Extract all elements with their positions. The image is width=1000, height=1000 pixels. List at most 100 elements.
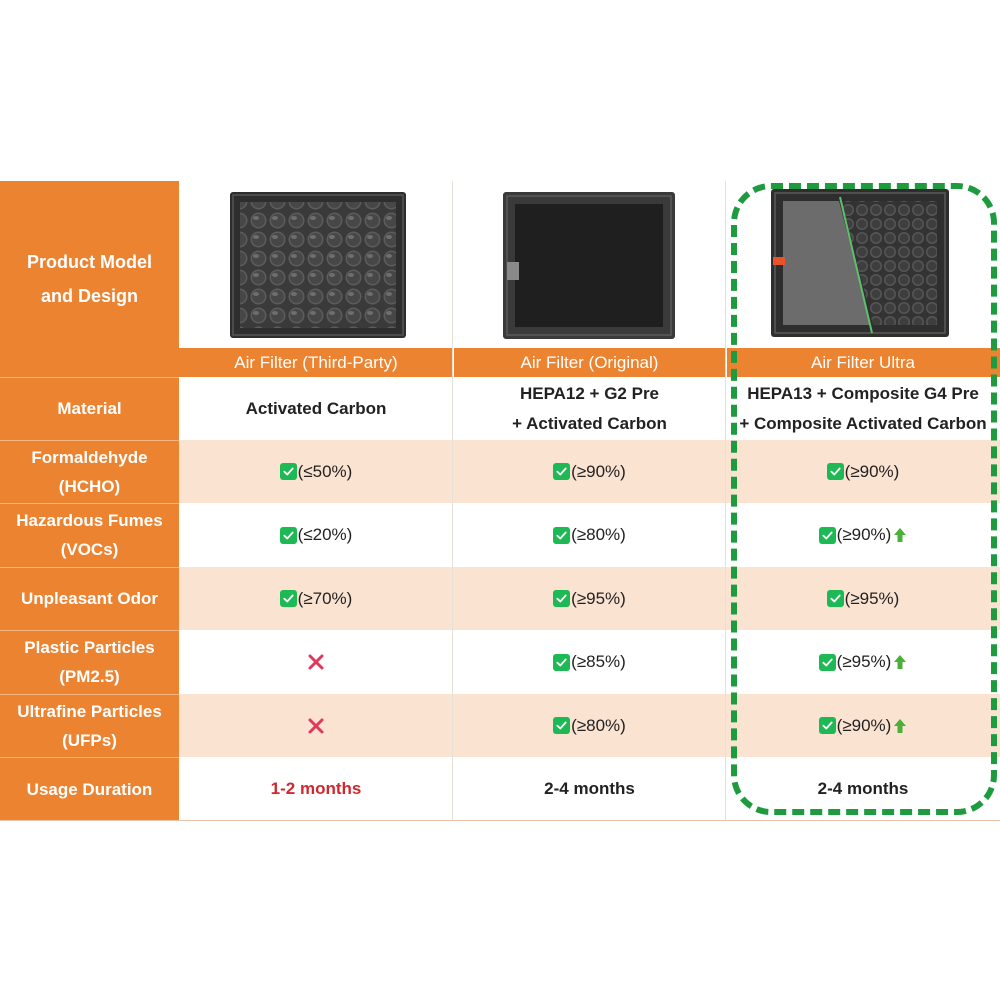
material-original: HEPA12 + G2 Pre + Activated Carbon: [453, 377, 726, 440]
check-icon: [818, 526, 836, 544]
product-image-cell-original: [453, 181, 726, 348]
row-label-plastic: Plastic Particles (PM2.5): [0, 630, 179, 694]
value-text: (≥90%): [836, 525, 892, 544]
ultrafine-ultra: (≥90%): [726, 694, 1000, 757]
value-text: (≥80%): [571, 525, 626, 544]
cross-icon: [306, 652, 326, 672]
row-label-text: Unpleasant Odor: [21, 589, 158, 608]
row-label-ultrafine: Ultrafine Particles (UFPs): [0, 694, 179, 757]
row-label-text: (VOCs): [60, 540, 119, 559]
odor-ultra: (≥95%): [726, 567, 1000, 630]
row-label-text: (HCHO): [58, 476, 121, 496]
usage-ultra: 2-4 months: [726, 757, 1000, 821]
value-text: (≥85%): [571, 652, 626, 671]
row-label-text: and Design: [40, 286, 138, 306]
label-divider: [0, 567, 179, 568]
table-bottom-border: [0, 820, 1000, 821]
odor-original: (≥95%): [453, 567, 726, 630]
value-text: (≤50%): [297, 461, 353, 481]
value-text: (≥80%): [571, 715, 626, 735]
odor-third-party: (≥70%): [179, 567, 453, 630]
usage-original: 2-4 months: [453, 757, 726, 821]
header-divider: [452, 348, 454, 377]
value-text: (≥95%): [571, 588, 626, 608]
check-icon: [818, 653, 836, 671]
check-icon: [826, 463, 844, 480]
label-divider: [0, 503, 179, 504]
row-label-text: (UFPs): [62, 730, 117, 750]
formaldehyde-ultra: (≥90%): [726, 440, 1000, 503]
product-image-cell-third-party: [179, 181, 453, 348]
row-label-product: Product Model and Design: [0, 181, 179, 377]
column-header-third-party: Air Filter (Third-Party): [234, 352, 398, 372]
fumes-ultra: (≥90%): [726, 503, 1000, 567]
composite-filter-image: [771, 189, 949, 337]
check-icon: [279, 463, 297, 480]
up-arrow-icon: [893, 654, 907, 670]
ultrafine-third-party: [179, 694, 453, 757]
value-text: (≥90%): [836, 715, 892, 735]
label-divider: [0, 377, 179, 378]
check-icon: [553, 717, 571, 734]
usage-text: 2-4 months: [544, 779, 635, 798]
row-label-fumes: Hazardous Fumes (VOCs): [0, 503, 179, 567]
plastic-third-party: [179, 630, 453, 694]
check-icon: [279, 526, 297, 544]
row-label-usage: Usage Duration: [0, 757, 179, 821]
hepa-filter-image: [503, 192, 675, 339]
row-label-column: [0, 181, 179, 821]
column-header-band: [179, 348, 1000, 377]
column-header-original: Air Filter (Original): [520, 352, 659, 372]
value-text: (≥70%): [297, 588, 353, 608]
value-text: (≥90%): [571, 461, 626, 481]
column-divider: [725, 181, 726, 821]
material-text: HEPA12 + G2 Pre: [519, 383, 660, 403]
row-label-odor: Unpleasant Odor: [0, 567, 179, 630]
fumes-original: (≥80%): [453, 503, 726, 567]
row-label-text: Material: [57, 399, 122, 418]
plastic-original: (≥85%): [453, 630, 726, 694]
row-fumes: [179, 503, 1000, 567]
check-icon: [279, 590, 297, 607]
row-label-text: (PM2.5): [59, 667, 120, 686]
material-text: + Composite Activated Carbon: [739, 413, 987, 433]
material-text: HEPA13 + Composite G4 Pre: [747, 383, 979, 403]
cross-icon: [306, 716, 326, 736]
material-text: Activated Carbon: [245, 398, 387, 418]
label-divider: [0, 630, 179, 631]
plastic-ultra: (≥95%): [726, 630, 1000, 694]
row-label-material: Material: [0, 377, 179, 440]
comparison-table: Product Model and Design Material Formal…: [0, 181, 1000, 821]
up-arrow-icon: [893, 527, 907, 543]
row-odor: [179, 567, 1000, 630]
formaldehyde-original: (≥90%): [453, 440, 726, 503]
check-icon: [553, 526, 571, 544]
header-divider: [725, 348, 727, 377]
row-label-text: Ultrafine Particles: [17, 701, 162, 721]
row-label-text: Plastic Particles: [24, 638, 155, 657]
label-divider: [0, 440, 179, 441]
row-label-formaldehyde: Formaldehyde (HCHO): [0, 440, 179, 503]
activated-carbon-filter-image: [230, 192, 406, 338]
up-arrow-icon: [893, 718, 907, 734]
usage-text: 1-2 months: [270, 779, 362, 798]
fumes-third-party: (≤20%): [179, 503, 453, 567]
value-text: (≤20%): [297, 525, 353, 544]
material-third-party: Activated Carbon: [179, 377, 453, 440]
row-label-text: Usage Duration: [26, 779, 153, 799]
row-label-text: Formaldehyde: [31, 447, 148, 467]
value-text: (≥95%): [844, 588, 900, 608]
check-icon: [553, 653, 571, 671]
check-icon: [826, 590, 844, 607]
check-icon: [818, 717, 836, 734]
value-text: (≥90%): [844, 461, 900, 481]
label-divider: [0, 694, 179, 695]
formaldehyde-third-party: (≤50%): [179, 440, 453, 503]
value-text: (≥95%): [836, 652, 892, 671]
column-header-ultra: Air Filter Ultra: [811, 352, 915, 372]
row-label-text: Product Model: [27, 252, 152, 272]
row-material: [179, 377, 1000, 440]
product-image-cell-ultra: [726, 181, 1000, 348]
material-ultra: HEPA13 + Composite G4 Pre + Composite Ac…: [726, 377, 1000, 440]
check-icon: [553, 590, 571, 607]
